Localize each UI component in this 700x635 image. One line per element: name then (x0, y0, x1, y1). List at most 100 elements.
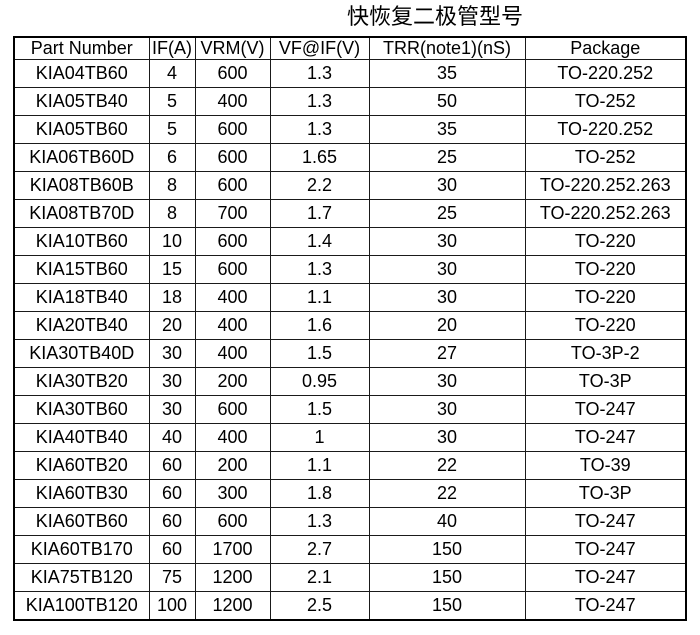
table-row: KIA20TB40 20 400 1.6 20 TO-220 (13, 310, 687, 340)
table-cell-vrm-v: 600 (194, 142, 271, 172)
table-cell-if-a: 20 (148, 310, 196, 340)
table-cell-part-number: KIA100TB120 (13, 590, 150, 621)
table-cell-if-a: 100 (148, 590, 196, 621)
table-cell-part-number: KIA08TB70D (13, 198, 150, 228)
table-row: KIA05TB40 5 400 1.3 50 TO-252 (13, 86, 687, 116)
table-cell-vrm-v: 200 (194, 366, 271, 396)
table-cell-vf-at-if-v: 1.1 (269, 282, 370, 312)
table-cell-if-a: 6 (148, 142, 196, 172)
table-cell-if-a: 60 (148, 478, 196, 508)
table-cell-trr-ns: 30 (368, 170, 526, 200)
column-header-trr-ns: TRR(note1)(nS) (368, 36, 526, 60)
table-cell-vf-at-if-v: 1.5 (269, 338, 370, 368)
table-cell-vf-at-if-v: 2.2 (269, 170, 370, 200)
table-cell-part-number: KIA05TB60 (13, 114, 150, 144)
table-cell-vrm-v: 1200 (194, 590, 271, 621)
table-cell-if-a: 30 (148, 394, 196, 424)
table-cell-vrm-v: 700 (194, 198, 271, 228)
table-cell-part-number: KIA60TB20 (13, 450, 150, 480)
table-row: KIA40TB40 40 400 1 30 TO-247 (13, 422, 687, 452)
diode-table: Part Number IF(A) VRM(V) VF@IF(V) TRR(no… (13, 36, 687, 621)
table-cell-part-number: KIA08TB60B (13, 170, 150, 200)
table-cell-if-a: 8 (148, 170, 196, 200)
column-header-part-number: Part Number (13, 36, 150, 60)
table-cell-trr-ns: 20 (368, 310, 526, 340)
table-cell-trr-ns: 150 (368, 562, 526, 592)
table-cell-part-number: KIA06TB60D (13, 142, 150, 172)
table-cell-trr-ns: 27 (368, 338, 526, 368)
table-cell-if-a: 15 (148, 254, 196, 284)
table-cell-vf-at-if-v: 1.3 (269, 114, 370, 144)
table-cell-trr-ns: 30 (368, 226, 526, 256)
table-cell-part-number: KIA30TB40D (13, 338, 150, 368)
column-header-vf-at-if-v: VF@IF(V) (269, 36, 370, 60)
table-cell-vrm-v: 600 (194, 254, 271, 284)
table-cell-trr-ns: 30 (368, 282, 526, 312)
table-cell-trr-ns: 22 (368, 478, 526, 508)
table-cell-trr-ns: 25 (368, 142, 526, 172)
table-cell-package: TO-247 (524, 506, 687, 536)
table-row: KIA75TB120 75 1200 2.1 150 TO-247 (13, 562, 687, 592)
table-cell-part-number: KIA18TB40 (13, 282, 150, 312)
table-cell-part-number: KIA60TB60 (13, 506, 150, 536)
table-cell-if-a: 75 (148, 562, 196, 592)
page-title: 快恢复二极管型号 (347, 4, 524, 29)
table-cell-package: TO-220.252 (524, 59, 687, 88)
table-row: KIA30TB40D 30 400 1.5 27 TO-3P-2 (13, 338, 687, 368)
table-cell-vf-at-if-v: 2.5 (269, 590, 370, 621)
table-cell-package: TO-252 (524, 86, 687, 116)
table-cell-package: TO-247 (524, 590, 687, 621)
table-cell-if-a: 60 (148, 506, 196, 536)
table-cell-package: TO-220.252 (524, 114, 687, 144)
table-cell-vrm-v: 400 (194, 338, 271, 368)
table-cell-part-number: KIA40TB40 (13, 422, 150, 452)
table-row: KIA05TB60 5 600 1.3 35 TO-220.252 (13, 114, 687, 144)
table-cell-vrm-v: 600 (194, 114, 271, 144)
table-cell-vrm-v: 400 (194, 422, 271, 452)
table-row: KIA100TB120 100 1200 2.5 150 TO-247 (13, 590, 687, 621)
table-row: KIA08TB70D 8 700 1.7 25 TO-220.252.263 (13, 198, 687, 228)
column-header-package: Package (524, 36, 687, 60)
table-cell-trr-ns: 22 (368, 450, 526, 480)
table-cell-vf-at-if-v: 1.3 (269, 254, 370, 284)
table-row: KIA10TB60 10 600 1.4 30 TO-220 (13, 226, 687, 256)
table-cell-trr-ns: 150 (368, 590, 526, 621)
table-cell-vf-at-if-v: 1.1 (269, 450, 370, 480)
table-cell-vf-at-if-v: 1.6 (269, 310, 370, 340)
table-cell-vf-at-if-v: 1.3 (269, 86, 370, 116)
table-cell-trr-ns: 35 (368, 59, 526, 88)
table-cell-if-a: 18 (148, 282, 196, 312)
table-cell-part-number: KIA60TB30 (13, 478, 150, 508)
table-cell-package: TO-252 (524, 142, 687, 172)
table-cell-trr-ns: 25 (368, 198, 526, 228)
table-cell-if-a: 60 (148, 534, 196, 564)
table-row: KIA08TB60B 8 600 2.2 30 TO-220.252.263 (13, 170, 687, 200)
table-cell-vf-at-if-v: 1.3 (269, 59, 370, 88)
table-row: KIA30TB60 30 600 1.5 30 TO-247 (13, 394, 687, 424)
table-cell-trr-ns: 150 (368, 534, 526, 564)
table-row: KIA60TB60 60 600 1.3 40 TO-247 (13, 506, 687, 536)
table-cell-if-a: 40 (148, 422, 196, 452)
table-cell-vrm-v: 600 (194, 170, 271, 200)
table-cell-if-a: 10 (148, 226, 196, 256)
table-row: KIA60TB30 60 300 1.8 22 TO-3P (13, 478, 687, 508)
table-cell-if-a: 30 (148, 366, 196, 396)
table-cell-part-number: KIA05TB40 (13, 86, 150, 116)
table-row: KIA15TB60 15 600 1.3 30 TO-220 (13, 254, 687, 284)
table-cell-vrm-v: 400 (194, 86, 271, 116)
table-cell-trr-ns: 30 (368, 254, 526, 284)
table-cell-vf-at-if-v: 1.8 (269, 478, 370, 508)
table-cell-if-a: 5 (148, 86, 196, 116)
table-cell-vrm-v: 400 (194, 282, 271, 312)
table-cell-package: TO-220.252.263 (524, 198, 687, 228)
table-cell-trr-ns: 35 (368, 114, 526, 144)
table-cell-part-number: KIA04TB60 (13, 59, 150, 88)
table-cell-vf-at-if-v: 1.65 (269, 142, 370, 172)
table-cell-package: TO-3P-2 (524, 338, 687, 368)
table-cell-if-a: 4 (148, 59, 196, 88)
table-cell-part-number: KIA30TB20 (13, 366, 150, 396)
table-header: Part Number IF(A) VRM(V) VF@IF(V) TRR(no… (13, 36, 687, 60)
table-cell-if-a: 5 (148, 114, 196, 144)
table-cell-trr-ns: 30 (368, 366, 526, 396)
